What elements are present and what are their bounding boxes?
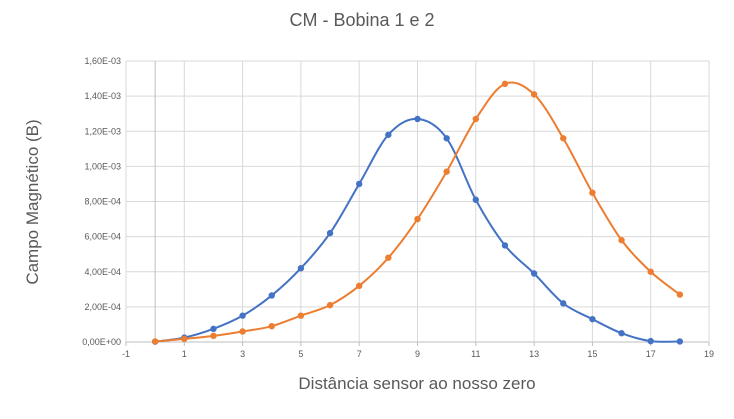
series-1-point bbox=[297, 265, 305, 272]
y-axis-title: Campo Magnético (B) bbox=[23, 119, 42, 284]
x-tick-label: 3 bbox=[240, 349, 245, 359]
series-2-point bbox=[210, 332, 217, 340]
x-tick-label: 13 bbox=[529, 349, 539, 359]
x-tick-labels: -1 1 3 5 7 9 11 13 15 17 19 bbox=[122, 349, 714, 359]
series-2-point bbox=[385, 254, 392, 261]
x-tick-label: 5 bbox=[298, 349, 303, 359]
series-2-point bbox=[151, 338, 159, 345]
series-1-point bbox=[239, 312, 246, 319]
series-1-point bbox=[618, 330, 625, 337]
series-2-point bbox=[326, 301, 334, 309]
series-2-point bbox=[472, 115, 479, 123]
x-tick-label: 9 bbox=[415, 349, 420, 359]
series-2-point bbox=[530, 91, 538, 98]
y-tick-label: 1,00E-03 bbox=[84, 161, 121, 171]
y-tick-label: 2,00E-04 bbox=[84, 302, 121, 312]
series-2-point bbox=[589, 189, 596, 196]
series-layer bbox=[151, 80, 684, 345]
series-1-point bbox=[530, 270, 538, 277]
series-1-point bbox=[326, 229, 334, 237]
series-1-point bbox=[560, 300, 567, 307]
series-1-point bbox=[589, 315, 596, 323]
y-tick-label: 1,40E-03 bbox=[84, 91, 121, 101]
series-1-point bbox=[210, 325, 217, 333]
series-1-point bbox=[268, 292, 275, 299]
series-2-point bbox=[414, 215, 421, 223]
x-tick-label: -1 bbox=[122, 349, 130, 359]
series-1-point bbox=[356, 180, 363, 188]
series-1-point bbox=[676, 338, 684, 345]
y-tick-labels: 0,00E+00 2,00E-04 4,00E-04 6,00E-04 8,00E-04… bbox=[82, 56, 121, 347]
series-2-point bbox=[356, 282, 363, 289]
x-tick-label: 19 bbox=[704, 349, 714, 359]
y-tick-label: 8,00E-04 bbox=[84, 197, 121, 207]
y-tick-label: 4,00E-04 bbox=[84, 267, 121, 277]
y-tick-label: 6,00E-04 bbox=[84, 232, 121, 242]
series-2-point bbox=[676, 291, 684, 298]
series-2-point bbox=[618, 236, 625, 244]
series-1-point bbox=[443, 135, 450, 142]
chart-title: CM - Bobina 1 e 2 bbox=[289, 10, 434, 30]
series-1-point bbox=[647, 337, 654, 345]
series-1-point bbox=[472, 196, 479, 203]
gridlines bbox=[125, 60, 710, 346]
x-axis-title: Distância sensor ao nosso zero bbox=[298, 374, 535, 393]
series-2-point bbox=[647, 268, 654, 275]
x-tick-label: 1 bbox=[182, 349, 187, 359]
x-tick-label: 15 bbox=[587, 349, 597, 359]
y-tick-label: 1,20E-03 bbox=[84, 126, 121, 136]
series-1-point bbox=[414, 115, 421, 123]
x-tick-label: 7 bbox=[357, 349, 362, 359]
series-2-point bbox=[239, 328, 246, 335]
y-tick-label: 0,00E+00 bbox=[82, 337, 121, 347]
series-2-point bbox=[181, 335, 188, 343]
y-tick-label: 1,60E-03 bbox=[84, 56, 121, 66]
series-2-point bbox=[501, 80, 509, 88]
x-tick-label: 17 bbox=[646, 349, 656, 359]
series-2-point bbox=[443, 168, 450, 175]
series-1-point bbox=[385, 131, 392, 138]
series-2-point bbox=[268, 322, 275, 330]
x-tick-label: 11 bbox=[471, 349, 480, 359]
series-2-point bbox=[297, 312, 305, 319]
series-1-point bbox=[501, 242, 509, 249]
series-2-point bbox=[560, 135, 567, 142]
